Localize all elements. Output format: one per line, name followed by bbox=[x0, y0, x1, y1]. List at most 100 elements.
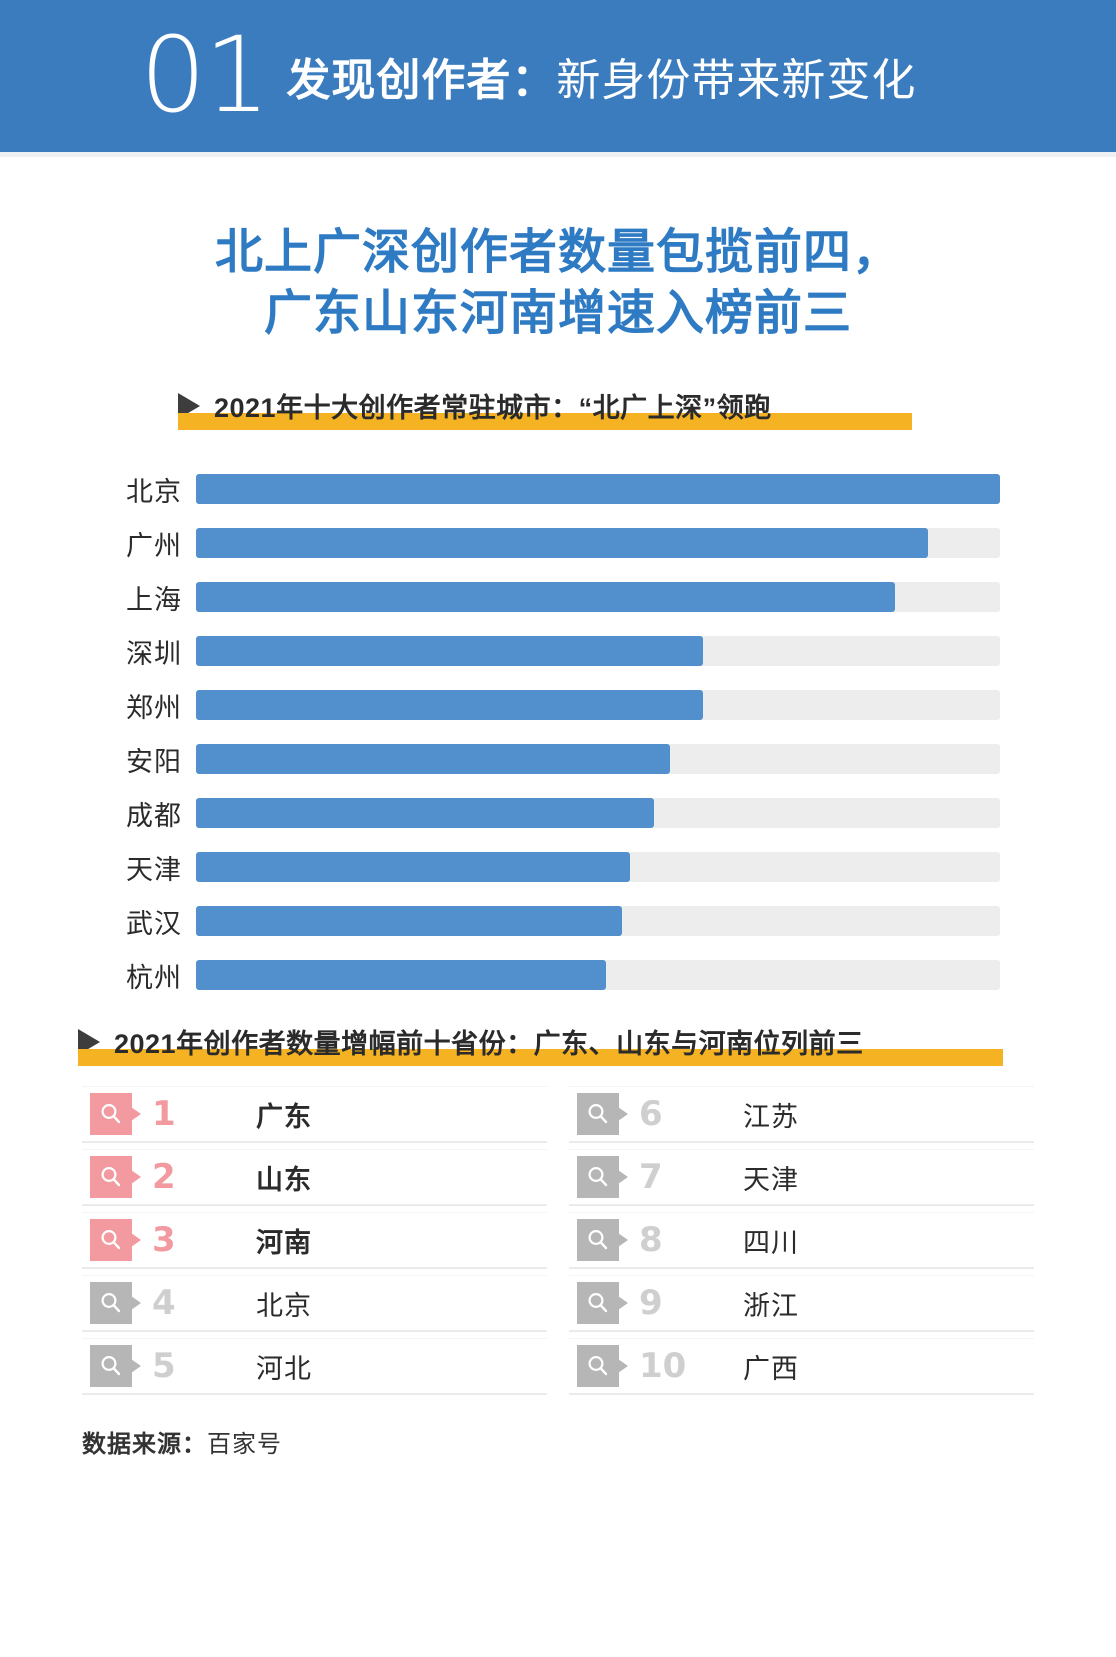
source-note: 数据来源：百家号 bbox=[82, 1424, 282, 1459]
rank-number: 9 bbox=[639, 1283, 663, 1323]
bar-fill bbox=[196, 474, 1000, 504]
ranking-row[interactable]: 7 天津 bbox=[569, 1150, 1034, 1205]
triangle-right-icon bbox=[78, 1028, 100, 1055]
page-title: 北上广深创作者数量包揽前四， 广东山东河南增速入榜前三 bbox=[0, 222, 1116, 345]
rank-number: 6 bbox=[639, 1094, 663, 1134]
province-ranking-lists: 1 广东 2 山东 3 河南 4 北京 5 河北 6 江苏 7 天津 8 四川 9 浙江 10 广西 bbox=[82, 1087, 1034, 1394]
badge-pointer-icon bbox=[131, 1170, 141, 1184]
bar-row: 武汉 bbox=[120, 894, 1000, 948]
bar-row: 安阳 bbox=[120, 732, 1000, 786]
rank-province-name: 广东 bbox=[256, 1101, 312, 1132]
bar-fill bbox=[196, 636, 703, 666]
header-divider bbox=[0, 152, 1116, 157]
bar-label: 安阳 bbox=[126, 746, 182, 777]
search-icon bbox=[577, 1156, 628, 1198]
bar-fill bbox=[196, 798, 655, 828]
badge-pointer-icon bbox=[131, 1233, 141, 1247]
rank-number: 8 bbox=[639, 1220, 663, 1260]
badge-background bbox=[90, 1093, 132, 1135]
rank-province-name: 四川 bbox=[743, 1227, 799, 1258]
search-icon bbox=[577, 1219, 628, 1261]
rank-number: 3 bbox=[152, 1220, 176, 1260]
cities-subheader: 2021年十大创作者常驻城市：“北广上深”领跑 bbox=[178, 386, 772, 425]
section-number: 01 bbox=[140, 14, 270, 137]
bar-fill bbox=[196, 690, 703, 720]
bar-track bbox=[196, 636, 1000, 666]
bar-track bbox=[196, 852, 1000, 882]
bar-label: 天津 bbox=[126, 854, 182, 885]
search-icon bbox=[90, 1345, 141, 1387]
bar-track bbox=[196, 744, 1000, 774]
bar-row: 北京 bbox=[120, 462, 1000, 516]
ranking-row[interactable]: 9 浙江 bbox=[569, 1276, 1034, 1331]
badge-background bbox=[577, 1345, 619, 1387]
cities-bar-chart: 北京 广州 上海 深圳 郑州 安阳 成都 天津 武汉 杭州 bbox=[120, 462, 1000, 1002]
bar-track bbox=[196, 906, 1000, 936]
badge-pointer-icon bbox=[131, 1296, 141, 1310]
bar-track bbox=[196, 528, 1000, 558]
bar-row: 深圳 bbox=[120, 624, 1000, 678]
bar-track bbox=[196, 582, 1000, 612]
badge-background bbox=[90, 1219, 132, 1261]
badge-pointer-icon bbox=[618, 1233, 628, 1247]
rank-province-name: 江苏 bbox=[743, 1101, 799, 1132]
rank-number: 5 bbox=[152, 1346, 176, 1386]
badge-pointer-icon bbox=[618, 1170, 628, 1184]
bar-row: 广州 bbox=[120, 516, 1000, 570]
rank-province-name: 山东 bbox=[256, 1164, 312, 1195]
source-label: 数据来源： bbox=[82, 1431, 207, 1458]
search-icon bbox=[90, 1093, 141, 1135]
source-value: 百家号 bbox=[207, 1431, 282, 1458]
badge-pointer-icon bbox=[618, 1359, 628, 1373]
ranking-row[interactable]: 8 四川 bbox=[569, 1213, 1034, 1268]
rank-number: 4 bbox=[152, 1283, 176, 1323]
rank-province-name: 广西 bbox=[743, 1353, 799, 1384]
badge-background bbox=[90, 1345, 132, 1387]
bar-row: 郑州 bbox=[120, 678, 1000, 732]
bar-label: 郑州 bbox=[126, 692, 182, 723]
rank-province-name: 河南 bbox=[256, 1227, 312, 1258]
triangle-right-icon bbox=[178, 392, 200, 419]
bar-row: 成都 bbox=[120, 786, 1000, 840]
bar-label: 成都 bbox=[126, 800, 182, 831]
badge-background bbox=[577, 1282, 619, 1324]
rank-province-name: 浙江 bbox=[743, 1290, 799, 1321]
bar-label: 北京 bbox=[126, 476, 182, 507]
bar-fill bbox=[196, 960, 607, 990]
ranking-column-left: 1 广东 2 山东 3 河南 4 北京 5 河北 bbox=[82, 1087, 547, 1394]
section-header-band: 01 发现创作者： 新身份带来新变化 bbox=[0, 0, 1116, 152]
badge-background bbox=[577, 1156, 619, 1198]
ranking-row[interactable]: 5 河北 bbox=[82, 1339, 547, 1394]
bar-label: 广州 bbox=[126, 530, 182, 561]
bar-row: 天津 bbox=[120, 840, 1000, 894]
ranking-row[interactable]: 3 河南 bbox=[82, 1213, 547, 1268]
bar-fill bbox=[196, 852, 631, 882]
bar-track bbox=[196, 798, 1000, 828]
ranking-row[interactable]: 10 广西 bbox=[569, 1339, 1034, 1394]
bar-label: 深圳 bbox=[126, 638, 182, 669]
section-header-strong: 发现创作者： bbox=[286, 56, 557, 105]
provinces-subheader-label: 2021年创作者数量增幅前十省份：广东、山东与河南位列前三 bbox=[114, 1029, 864, 1059]
provinces-subheader: 2021年创作者数量增幅前十省份：广东、山东与河南位列前三 bbox=[78, 1022, 864, 1061]
bar-track bbox=[196, 474, 1000, 504]
ranking-row[interactable]: 1 广东 bbox=[82, 1087, 547, 1142]
bar-fill bbox=[196, 906, 623, 936]
badge-pointer-icon bbox=[618, 1296, 628, 1310]
bar-fill bbox=[196, 744, 671, 774]
cities-subheader-label: 2021年十大创作者常驻城市：“北广上深”领跑 bbox=[214, 393, 772, 423]
ranking-row[interactable]: 4 北京 bbox=[82, 1276, 547, 1331]
bar-track bbox=[196, 960, 1000, 990]
search-icon bbox=[577, 1345, 628, 1387]
bar-track bbox=[196, 690, 1000, 720]
badge-background bbox=[90, 1282, 132, 1324]
rank-province-name: 天津 bbox=[743, 1164, 799, 1195]
bar-label: 武汉 bbox=[126, 908, 182, 939]
rank-province-name: 北京 bbox=[256, 1290, 312, 1321]
provinces-subheader-highlight bbox=[78, 1049, 1003, 1066]
rank-province-name: 河北 bbox=[256, 1353, 312, 1384]
cities-subheader-highlight bbox=[178, 413, 912, 430]
badge-pointer-icon bbox=[131, 1107, 141, 1121]
ranking-row[interactable]: 2 山东 bbox=[82, 1150, 547, 1205]
ranking-row[interactable]: 6 江苏 bbox=[569, 1087, 1034, 1142]
